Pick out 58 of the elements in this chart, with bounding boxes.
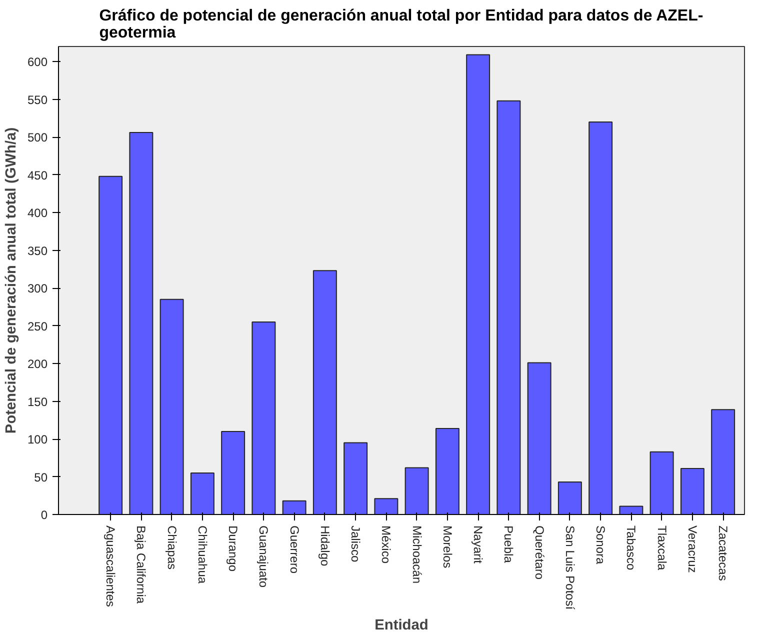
- x-tick-label: Veracruz: [685, 526, 700, 573]
- bar: [129, 132, 154, 514]
- chart-title: Gráfico de potencial de generación anual total por Entidad para datos de AZEL-geotermia: [99, 8, 704, 42]
- bar: [680, 468, 704, 514]
- x-tick-label: San Luis Potosí: [562, 526, 577, 610]
- y-tick-label: 600: [27, 55, 48, 70]
- x-tick-label: Zacatecas: [716, 526, 730, 581]
- x-tick-label: Chiapas: [164, 526, 179, 570]
- y-tick-label: 100: [27, 432, 48, 447]
- y-tick-label: 0: [40, 508, 48, 522]
- y-axis-title: Potencial de generación anual total (GWh/a): [3, 127, 20, 434]
- y-tick-label: 200: [27, 357, 48, 372]
- bar: [588, 121, 613, 514]
- x-axis-title: Entidad: [374, 618, 428, 634]
- bar: [221, 430, 246, 514]
- bar: [160, 298, 184, 514]
- x-tick-label: Sonora: [594, 526, 608, 565]
- x-tick-label: Morelos: [440, 526, 454, 568]
- bar: [98, 176, 123, 514]
- bar: [527, 362, 552, 514]
- bar: [711, 409, 736, 514]
- bar: [282, 500, 306, 514]
- bar: [312, 270, 337, 514]
- bar: [404, 467, 429, 514]
- x-tick-label: Durango: [226, 526, 240, 572]
- x-tick-label: Guerrero: [287, 526, 302, 574]
- x-tick-label: México: [379, 526, 394, 564]
- y-tick-label: 500: [27, 130, 48, 145]
- bar: [466, 54, 490, 514]
- y-tick-label: 150: [27, 394, 48, 409]
- y-tick-label: 250: [27, 319, 48, 334]
- bar: [496, 100, 521, 514]
- bar: [558, 482, 582, 514]
- x-tick-label: Baja California: [134, 526, 148, 604]
- x-tick-label: Tlaxcala: [654, 526, 669, 571]
- y-tick-label: 300: [27, 282, 48, 296]
- bar: [344, 442, 368, 514]
- bar: [435, 428, 460, 514]
- bar: [252, 322, 276, 514]
- bar: [374, 498, 398, 514]
- x-tick-label: Hidalgo: [318, 526, 332, 567]
- x-tick-label: Jalisco: [348, 526, 363, 563]
- x-tick-label: Nayarit: [471, 526, 486, 564]
- y-tick-label: 50: [34, 470, 48, 484]
- x-tick-label: Querétaro: [532, 526, 546, 580]
- x-tick-label: Michoacán: [410, 526, 424, 584]
- x-tick-label: Chihuahua: [195, 526, 210, 584]
- y-tick-label: 350: [27, 244, 48, 258]
- y-tick-label: 400: [27, 206, 48, 220]
- y-tick-label: 450: [27, 168, 48, 182]
- y-tick-label: 550: [27, 92, 48, 107]
- bar: [650, 451, 674, 514]
- x-tick-label: Tabasco: [624, 526, 638, 571]
- bar: [190, 472, 214, 514]
- bar: [619, 506, 644, 514]
- x-tick-label: Puebla: [502, 526, 516, 564]
- x-tick-label: Aguascalientes: [104, 526, 118, 607]
- x-tick-label: Guanajuato: [256, 526, 271, 588]
